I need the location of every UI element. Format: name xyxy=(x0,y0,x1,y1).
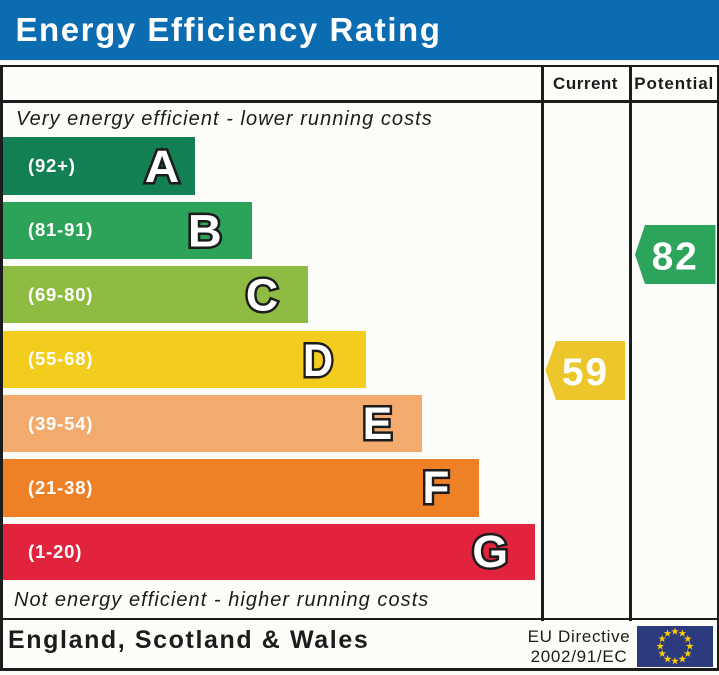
svg-text:A: A xyxy=(145,141,179,192)
svg-text:E: E xyxy=(363,400,393,449)
svg-text:F: F xyxy=(422,464,449,514)
svg-text:B: B xyxy=(188,205,222,256)
svg-text:C: C xyxy=(246,270,278,321)
svg-text:G: G xyxy=(472,526,508,576)
svg-text:59: 59 xyxy=(562,351,609,394)
svg-text:D: D xyxy=(303,336,333,386)
svg-text:82: 82 xyxy=(652,235,699,278)
